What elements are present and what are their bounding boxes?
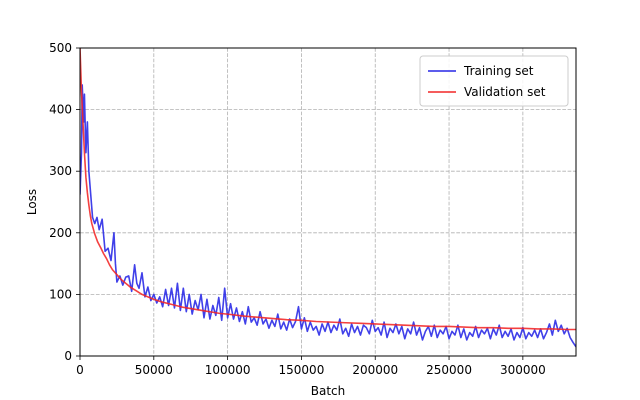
x-axis-title: Batch <box>311 384 346 398</box>
x-tick-label: 100000 <box>205 363 251 377</box>
legend-label: Training set <box>463 64 534 78</box>
series-line-validation-set <box>80 48 576 331</box>
legend-label: Validation set <box>464 85 546 99</box>
plot-frame <box>79 47 577 357</box>
x-tick-label: 0 <box>76 363 84 377</box>
y-axis-title: Loss <box>25 189 39 215</box>
series-layer <box>80 48 576 348</box>
y-axis: 0 100 200 300 400 500 <box>49 41 80 363</box>
x-tick-label: 200000 <box>352 363 398 377</box>
legend-box <box>419 55 569 107</box>
series-line-training-set <box>80 84 576 348</box>
x-tick-label: 150000 <box>279 363 325 377</box>
y-tick-label: 400 <box>49 103 72 117</box>
y-tick-label: 500 <box>49 41 72 55</box>
y-tick-label: 0 <box>64 349 72 363</box>
legend: Training set Validation set <box>419 55 569 107</box>
x-axis: 0 50000 100000 150000 200000 250000 300000 <box>76 356 546 377</box>
y-tick-label: 200 <box>49 226 72 240</box>
x-tick-label: 250000 <box>426 363 472 377</box>
x-tick-label: 50000 <box>135 363 173 377</box>
y-tick-label: 100 <box>49 287 72 301</box>
x-tick-label: 300000 <box>500 363 546 377</box>
y-tick-label: 300 <box>49 164 72 178</box>
